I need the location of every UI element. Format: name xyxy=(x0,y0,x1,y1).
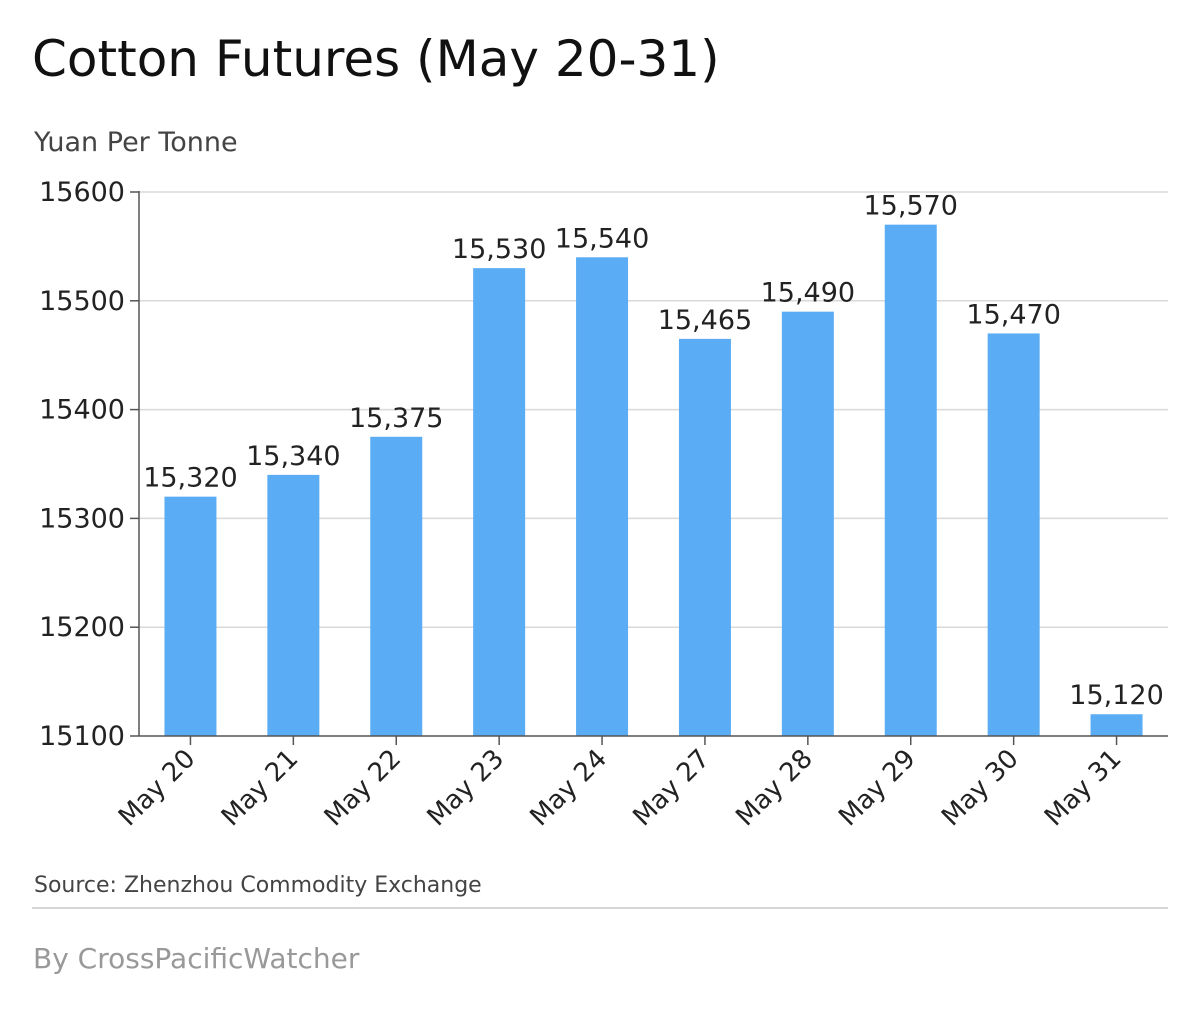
byline: By CrossPacificWatcher xyxy=(33,942,360,975)
bar xyxy=(576,257,629,736)
bar xyxy=(987,333,1040,736)
bar xyxy=(164,496,217,736)
bar xyxy=(370,436,423,736)
data-label: 15,375 xyxy=(349,403,443,434)
y-tick-label: 15300 xyxy=(39,503,125,534)
y-tick-label: 15100 xyxy=(39,721,125,752)
bar xyxy=(1090,714,1143,736)
data-label: 15,465 xyxy=(658,305,752,336)
x-tick-label: May 27 xyxy=(627,744,715,832)
bar xyxy=(781,311,834,736)
data-label: 15,540 xyxy=(555,223,649,254)
x-tick-label: May 30 xyxy=(936,744,1024,832)
data-label: 15,530 xyxy=(452,234,546,265)
data-label: 15,470 xyxy=(966,299,1060,330)
x-tick-label: May 23 xyxy=(422,744,510,832)
x-tick-label: May 21 xyxy=(216,744,304,832)
source-note: Source: Zhenzhou Commodity Exchange xyxy=(34,873,482,898)
chart-subtitle: Yuan Per Tonne xyxy=(34,127,238,158)
y-tick-label: 15600 xyxy=(39,177,125,208)
bar xyxy=(678,338,731,736)
bar xyxy=(267,474,320,736)
x-tick-label: May 31 xyxy=(1039,744,1127,832)
y-tick-label: 15500 xyxy=(39,286,125,317)
data-label: 15,340 xyxy=(246,441,340,472)
data-label: 15,120 xyxy=(1069,680,1163,711)
data-label: 15,570 xyxy=(864,191,958,222)
data-label: 15,490 xyxy=(761,278,855,309)
bar-chart: 15100 15200 15300 15400 15500 15600 15,320 May … xyxy=(39,177,1168,832)
chart-title: Cotton Futures (May 20-31) xyxy=(32,30,720,88)
data-label: 15,320 xyxy=(143,463,237,494)
y-tick-label: 15200 xyxy=(39,612,125,643)
x-tick-label: May 28 xyxy=(730,744,818,832)
footer-divider xyxy=(32,907,1168,909)
y-tick-label: 15400 xyxy=(39,395,125,426)
bar xyxy=(884,224,937,736)
x-tick-label: May 20 xyxy=(113,744,201,832)
x-tick-label: May 22 xyxy=(319,744,407,832)
bar xyxy=(473,268,526,736)
x-tick-label: May 29 xyxy=(833,744,921,832)
x-tick-label: May 24 xyxy=(525,744,613,832)
